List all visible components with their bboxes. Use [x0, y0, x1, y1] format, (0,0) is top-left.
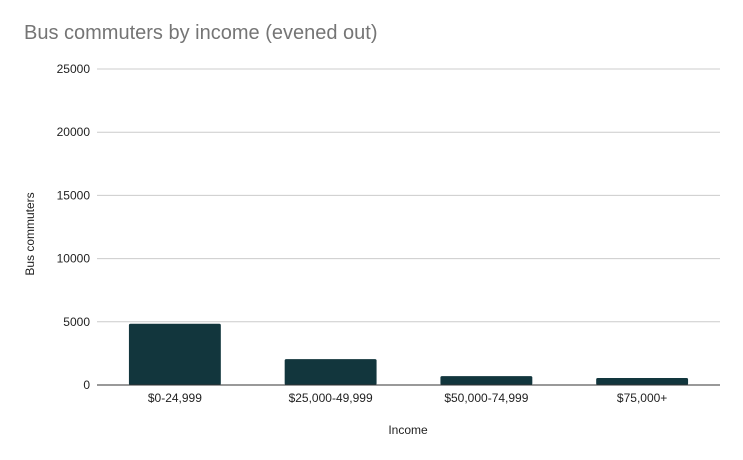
- y-tick-labels: 0 5000 10000 15000 20000 25000: [57, 62, 91, 392]
- gridlines: [97, 68, 720, 323]
- x-tick-label: $25,000-49,999: [289, 391, 373, 405]
- bars: [128, 323, 689, 385]
- y-tick-label: 15000: [57, 188, 91, 202]
- bar: [284, 359, 377, 385]
- y-axis-label: Bus commuters: [23, 192, 37, 275]
- x-tick-label: $75,000+: [617, 391, 667, 405]
- y-tick-label: 0: [83, 378, 90, 392]
- y-tick-label: 25000: [57, 62, 91, 76]
- x-tick-label: $0-24,999: [148, 391, 202, 405]
- y-tick-label: 10000: [57, 252, 91, 266]
- y-tick-label: 20000: [57, 125, 91, 139]
- y-tick-label: 5000: [63, 315, 90, 329]
- bar: [128, 323, 221, 385]
- x-axis-label: Income: [388, 423, 428, 437]
- bar: [596, 378, 689, 385]
- chart-title: Bus commuters by income (evened out): [24, 22, 378, 44]
- x-tick-label: $50,000-74,999: [444, 391, 528, 405]
- x-tick-labels: $0-24,999 $25,000-49,999 $50,000-74,999 $75…: [148, 391, 667, 405]
- bar: [440, 376, 533, 385]
